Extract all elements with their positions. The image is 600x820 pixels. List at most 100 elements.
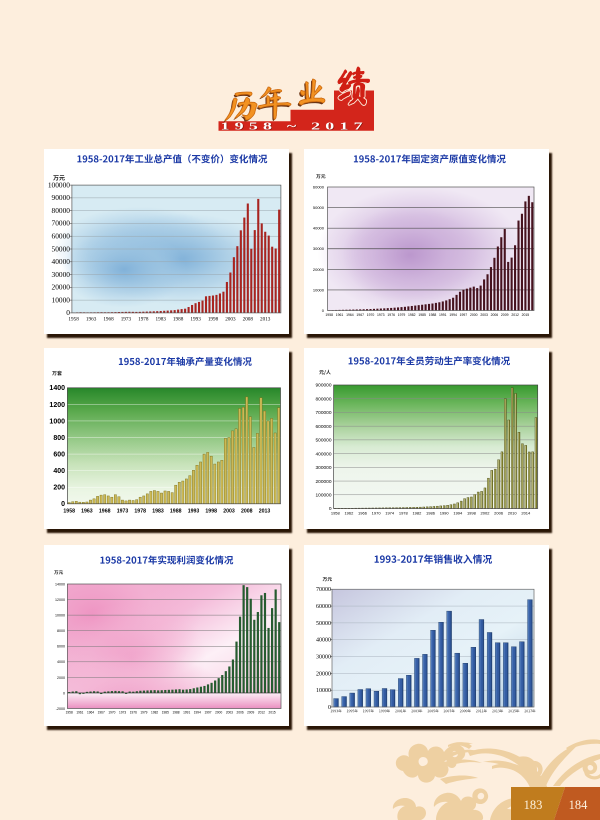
svg-text:1998: 1998 bbox=[205, 508, 217, 514]
svg-text:0: 0 bbox=[328, 506, 331, 512]
svg-text:1974: 1974 bbox=[385, 511, 395, 516]
svg-text:800000: 800000 bbox=[315, 396, 331, 402]
svg-text:2000: 2000 bbox=[470, 313, 478, 317]
svg-text:1978: 1978 bbox=[134, 508, 146, 514]
svg-text:1970: 1970 bbox=[108, 710, 115, 714]
svg-text:1968: 1968 bbox=[99, 508, 111, 514]
svg-text:1973: 1973 bbox=[121, 316, 132, 322]
svg-text:400000: 400000 bbox=[315, 451, 331, 457]
svg-text:8000: 8000 bbox=[57, 629, 65, 633]
svg-text:1985: 1985 bbox=[162, 710, 169, 714]
svg-text:1973: 1973 bbox=[117, 508, 129, 514]
svg-text:1966: 1966 bbox=[358, 511, 368, 516]
svg-text:200: 200 bbox=[53, 485, 65, 492]
svg-text:1993: 1993 bbox=[188, 508, 200, 514]
svg-text:1967: 1967 bbox=[98, 710, 105, 714]
svg-text:50000: 50000 bbox=[52, 244, 71, 253]
svg-text:1963: 1963 bbox=[81, 508, 93, 514]
svg-text:2008: 2008 bbox=[243, 316, 254, 322]
svg-text:184: 184 bbox=[569, 798, 589, 812]
svg-text:100000: 100000 bbox=[315, 493, 331, 499]
svg-text:20000: 20000 bbox=[312, 266, 324, 271]
svg-text:10000: 10000 bbox=[52, 295, 71, 304]
svg-text:183: 183 bbox=[524, 798, 543, 812]
svg-text:500000: 500000 bbox=[315, 438, 331, 444]
svg-text:2000: 2000 bbox=[215, 710, 222, 714]
svg-text:1963: 1963 bbox=[86, 316, 97, 322]
svg-text:90000: 90000 bbox=[52, 193, 71, 202]
svg-text:1998: 1998 bbox=[466, 511, 476, 516]
svg-text:60000: 60000 bbox=[312, 184, 324, 189]
svg-text:1958: 1958 bbox=[330, 511, 340, 516]
svg-text:2000: 2000 bbox=[57, 675, 65, 679]
svg-text:70000: 70000 bbox=[52, 218, 71, 227]
svg-text:600000: 600000 bbox=[315, 424, 331, 430]
svg-text:1988: 1988 bbox=[170, 508, 182, 514]
svg-text:800: 800 bbox=[53, 435, 65, 442]
svg-text:60000: 60000 bbox=[316, 604, 331, 610]
svg-text:1961: 1961 bbox=[335, 313, 343, 317]
svg-text:1958: 1958 bbox=[63, 508, 75, 514]
svg-text:2010: 2010 bbox=[507, 511, 517, 516]
svg-text:1983: 1983 bbox=[152, 508, 164, 514]
svg-text:1967: 1967 bbox=[356, 313, 364, 317]
svg-text:10000: 10000 bbox=[55, 613, 65, 617]
svg-text:1991: 1991 bbox=[439, 313, 447, 317]
svg-text:2013: 2013 bbox=[259, 508, 271, 514]
svg-text:40000: 40000 bbox=[316, 637, 331, 643]
svg-text:-2000: -2000 bbox=[56, 706, 65, 710]
svg-text:20000: 20000 bbox=[52, 282, 71, 291]
svg-text:1982: 1982 bbox=[408, 313, 416, 317]
svg-text:1982: 1982 bbox=[151, 710, 158, 714]
svg-text:30000: 30000 bbox=[316, 654, 331, 660]
svg-text:1988: 1988 bbox=[172, 710, 179, 714]
svg-text:1993: 1993 bbox=[190, 316, 201, 322]
svg-text:1976: 1976 bbox=[387, 313, 395, 317]
svg-text:1200: 1200 bbox=[49, 402, 65, 409]
svg-text:80000: 80000 bbox=[52, 206, 71, 215]
svg-text:1973: 1973 bbox=[377, 313, 385, 317]
svg-text:1970: 1970 bbox=[366, 313, 374, 317]
svg-text:900000: 900000 bbox=[315, 383, 331, 389]
svg-text:1985: 1985 bbox=[418, 313, 426, 317]
svg-text:40000: 40000 bbox=[52, 257, 71, 266]
svg-text:4000: 4000 bbox=[57, 660, 65, 664]
svg-text:1964: 1964 bbox=[87, 710, 94, 714]
svg-text:2003: 2003 bbox=[226, 710, 233, 714]
svg-text:2015: 2015 bbox=[269, 710, 276, 714]
svg-text:0: 0 bbox=[61, 501, 65, 508]
svg-text:14000: 14000 bbox=[55, 582, 65, 586]
svg-text:2014: 2014 bbox=[521, 511, 531, 516]
svg-text:1982: 1982 bbox=[412, 511, 422, 516]
svg-text:2006: 2006 bbox=[494, 511, 504, 516]
svg-text:1962: 1962 bbox=[344, 511, 354, 516]
svg-text:0: 0 bbox=[63, 691, 65, 695]
svg-text:0: 0 bbox=[321, 308, 324, 313]
svg-text:400: 400 bbox=[53, 468, 65, 475]
svg-text:600: 600 bbox=[53, 452, 65, 459]
svg-text:1998: 1998 bbox=[208, 316, 219, 322]
svg-text:1958: 1958 bbox=[68, 316, 79, 322]
svg-text:1979: 1979 bbox=[140, 710, 147, 714]
svg-text:2009: 2009 bbox=[500, 313, 508, 317]
svg-text:2003: 2003 bbox=[480, 313, 488, 317]
svg-text:1994: 1994 bbox=[194, 710, 201, 714]
svg-text:1958 ~ 2017: 1958 ~ 2017 bbox=[221, 121, 368, 133]
svg-text:1979: 1979 bbox=[397, 313, 405, 317]
svg-text:40000: 40000 bbox=[312, 225, 324, 230]
svg-text:2012: 2012 bbox=[258, 710, 265, 714]
svg-text:30000: 30000 bbox=[312, 246, 324, 251]
svg-text:100000: 100000 bbox=[48, 180, 70, 189]
svg-text:1994: 1994 bbox=[449, 313, 457, 317]
svg-text:1983: 1983 bbox=[156, 316, 167, 322]
svg-text:6000: 6000 bbox=[57, 644, 65, 648]
svg-text:1400: 1400 bbox=[49, 385, 65, 392]
svg-text:2006: 2006 bbox=[490, 313, 498, 317]
svg-text:2012: 2012 bbox=[511, 313, 519, 317]
svg-text:60000: 60000 bbox=[52, 231, 71, 240]
svg-text:1964: 1964 bbox=[346, 313, 354, 317]
svg-text:20000: 20000 bbox=[316, 671, 331, 677]
svg-text:1988: 1988 bbox=[173, 316, 184, 322]
svg-text:1991: 1991 bbox=[183, 710, 190, 714]
svg-text:1990: 1990 bbox=[439, 511, 449, 516]
